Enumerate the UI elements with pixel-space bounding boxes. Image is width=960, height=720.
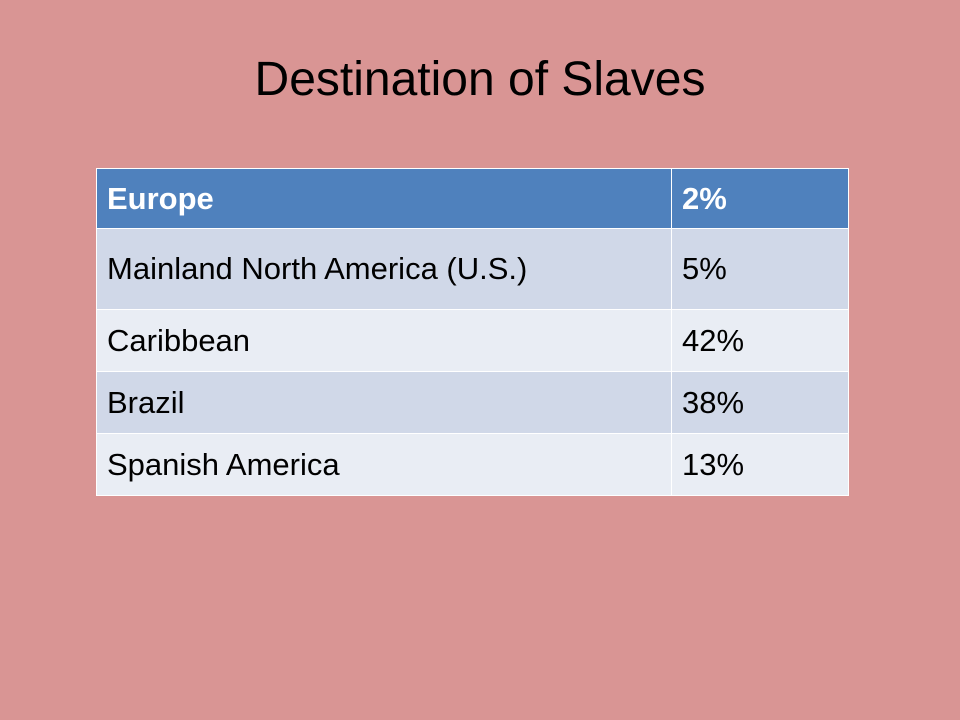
percent-cell: 2% <box>671 168 849 229</box>
table-row: Europe 2% <box>96 168 849 229</box>
data-table: Europe 2% Mainland North America (U.S.) 5% C… <box>96 168 849 496</box>
percent-cell: 42% <box>671 309 849 372</box>
slide-title: Destination of Slaves <box>254 53 706 106</box>
table-row: Spanish America 13% <box>96 433 849 496</box>
destination-cell: Mainland North America (U.S.) <box>96 228 672 310</box>
percent-cell: 13% <box>671 433 849 496</box>
table-row: Brazil 38% <box>96 371 849 434</box>
table-row: Mainland North America (U.S.) 5% <box>96 228 849 310</box>
table-row: Caribbean 42% <box>96 309 849 372</box>
destination-cell: Brazil <box>96 371 672 434</box>
percent-cell: 38% <box>671 371 849 434</box>
destination-cell: Caribbean <box>96 309 672 372</box>
destination-cell: Europe <box>96 168 672 229</box>
percent-cell: 5% <box>671 228 849 310</box>
destination-cell: Spanish America <box>96 433 672 496</box>
